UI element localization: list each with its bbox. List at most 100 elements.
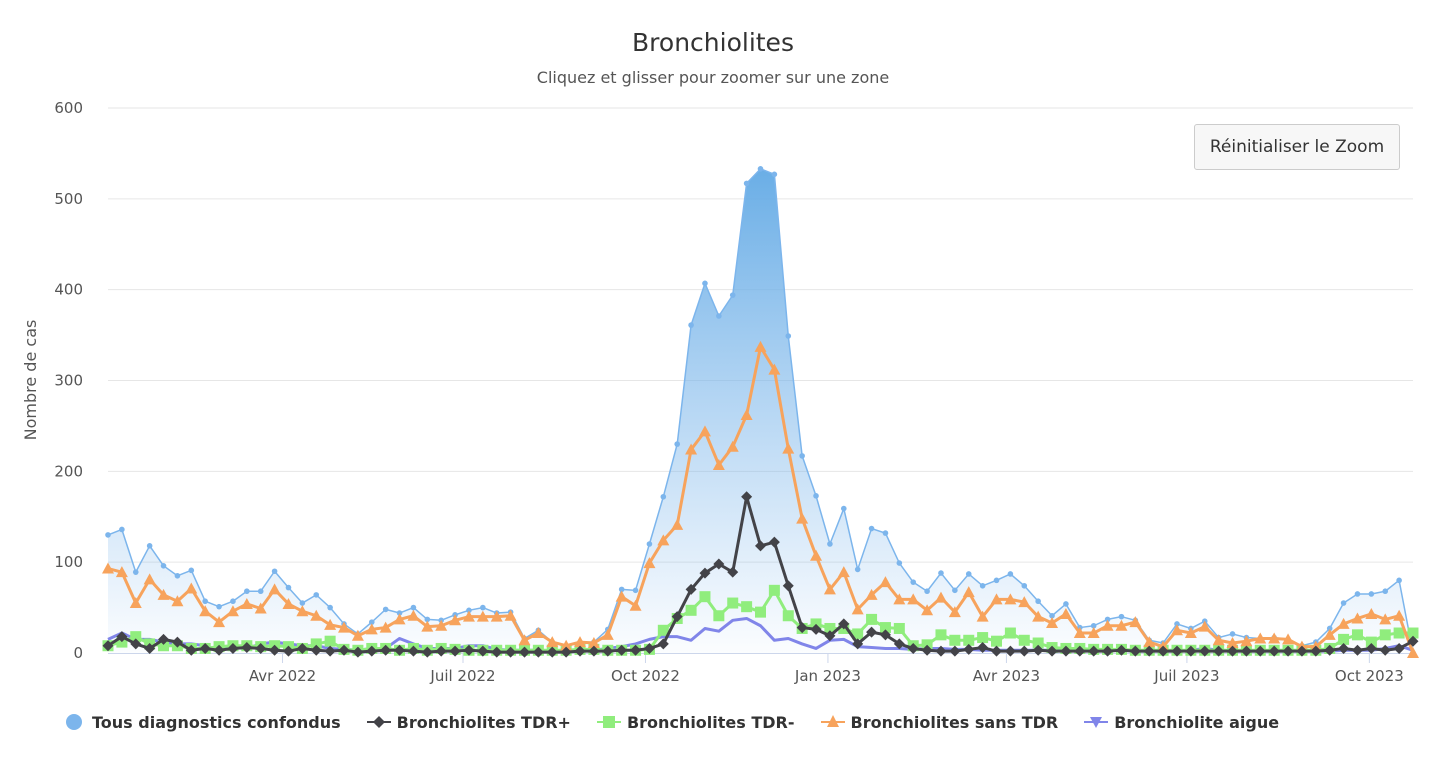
data-point xyxy=(102,562,114,574)
legend-item[interactable]: Bronchiolites TDR- xyxy=(596,712,795,732)
data-point xyxy=(879,622,891,634)
triangle-icon xyxy=(820,715,845,727)
data-point xyxy=(1018,634,1030,646)
data-point xyxy=(105,532,111,538)
data-point xyxy=(185,644,197,656)
data-point xyxy=(1087,627,1100,639)
data-point xyxy=(1407,627,1419,639)
data-point xyxy=(1104,616,1111,623)
data-point xyxy=(199,642,211,654)
data-point xyxy=(698,425,711,437)
data-point xyxy=(1282,633,1295,645)
legend: Tous diagnostics confondus Bronchiolites … xyxy=(62,712,1305,732)
data-point xyxy=(854,566,861,573)
x-tick-label: Jan 2023 xyxy=(794,667,861,685)
data-point xyxy=(296,642,308,654)
legend-label: Bronchiolites TDR- xyxy=(626,712,795,732)
data-point xyxy=(240,597,253,609)
data-point xyxy=(130,638,142,650)
data-point xyxy=(560,639,573,651)
data-point xyxy=(366,645,378,657)
data-point xyxy=(771,171,778,178)
data-point xyxy=(477,645,489,657)
data-point xyxy=(785,333,792,339)
data-point xyxy=(1254,632,1267,644)
data-point xyxy=(1184,627,1197,639)
data-point xyxy=(476,610,489,622)
data-point xyxy=(1340,600,1347,606)
data-point xyxy=(255,642,267,654)
data-point xyxy=(852,628,864,640)
data-point xyxy=(1382,588,1389,595)
data-point xyxy=(119,526,125,533)
y-tick-label: 300 xyxy=(54,372,83,390)
data-point xyxy=(671,611,683,623)
data-point xyxy=(352,646,364,658)
data-point xyxy=(421,620,434,632)
data-point xyxy=(852,638,864,650)
data-point xyxy=(296,605,309,617)
data-point xyxy=(1368,591,1375,597)
data-point xyxy=(1379,644,1391,656)
reset-zoom-button[interactable]: Réinitialiser le Zoom xyxy=(1194,124,1400,170)
data-point xyxy=(1157,645,1169,657)
data-point xyxy=(174,572,181,579)
data-point xyxy=(615,590,628,602)
data-point xyxy=(324,635,336,647)
data-point xyxy=(491,646,503,658)
data-point xyxy=(146,543,153,549)
data-point xyxy=(768,363,781,375)
data-point xyxy=(1074,645,1086,657)
data-point xyxy=(299,600,306,606)
data-point xyxy=(935,629,947,641)
data-point xyxy=(823,583,836,595)
data-point xyxy=(504,609,517,621)
data-point xyxy=(1170,624,1183,636)
data-point xyxy=(244,588,250,595)
data-point xyxy=(160,563,167,569)
legend-item[interactable]: Bronchiolite aigue xyxy=(1084,712,1279,732)
data-point xyxy=(268,583,281,595)
data-point xyxy=(171,595,184,607)
data-point xyxy=(716,313,722,319)
data-point xyxy=(435,645,447,657)
legend-label: Tous diagnostics confondus xyxy=(92,712,341,732)
data-point xyxy=(674,441,681,447)
data-point xyxy=(285,584,292,591)
data-point xyxy=(949,634,961,646)
data-point xyxy=(910,579,917,585)
data-point xyxy=(743,180,750,187)
legend-item[interactable]: Bronchiolites TDR+ xyxy=(366,712,571,732)
data-point xyxy=(824,622,836,634)
data-point xyxy=(796,512,809,524)
data-point xyxy=(532,646,544,658)
data-point xyxy=(158,640,170,652)
data-point xyxy=(685,604,697,616)
data-point xyxy=(1226,637,1239,649)
data-point xyxy=(1379,629,1391,641)
x-tick-label: Juil 2022 xyxy=(429,667,495,685)
data-point xyxy=(574,645,586,657)
data-point xyxy=(202,598,208,605)
data-point xyxy=(896,560,903,566)
legend-item[interactable]: Bronchiolites sans TDR xyxy=(820,712,1058,732)
data-point xyxy=(1365,642,1377,654)
data-point xyxy=(838,618,850,630)
data-point xyxy=(688,322,694,328)
data-point xyxy=(462,610,475,622)
data-point xyxy=(1185,645,1197,657)
y-tick-label: 100 xyxy=(54,553,83,571)
data-point xyxy=(368,619,375,625)
legend-item[interactable]: Tous diagnostics confondus xyxy=(62,712,341,732)
data-point xyxy=(449,645,461,657)
x-tick-label: Oct 2022 xyxy=(611,667,680,685)
data-point xyxy=(1088,645,1100,657)
data-point xyxy=(837,566,850,578)
data-point xyxy=(921,604,934,616)
data-point xyxy=(1004,627,1016,639)
data-point xyxy=(490,610,503,622)
data-point xyxy=(1129,616,1142,628)
data-point xyxy=(866,613,878,625)
data-point xyxy=(866,626,878,638)
